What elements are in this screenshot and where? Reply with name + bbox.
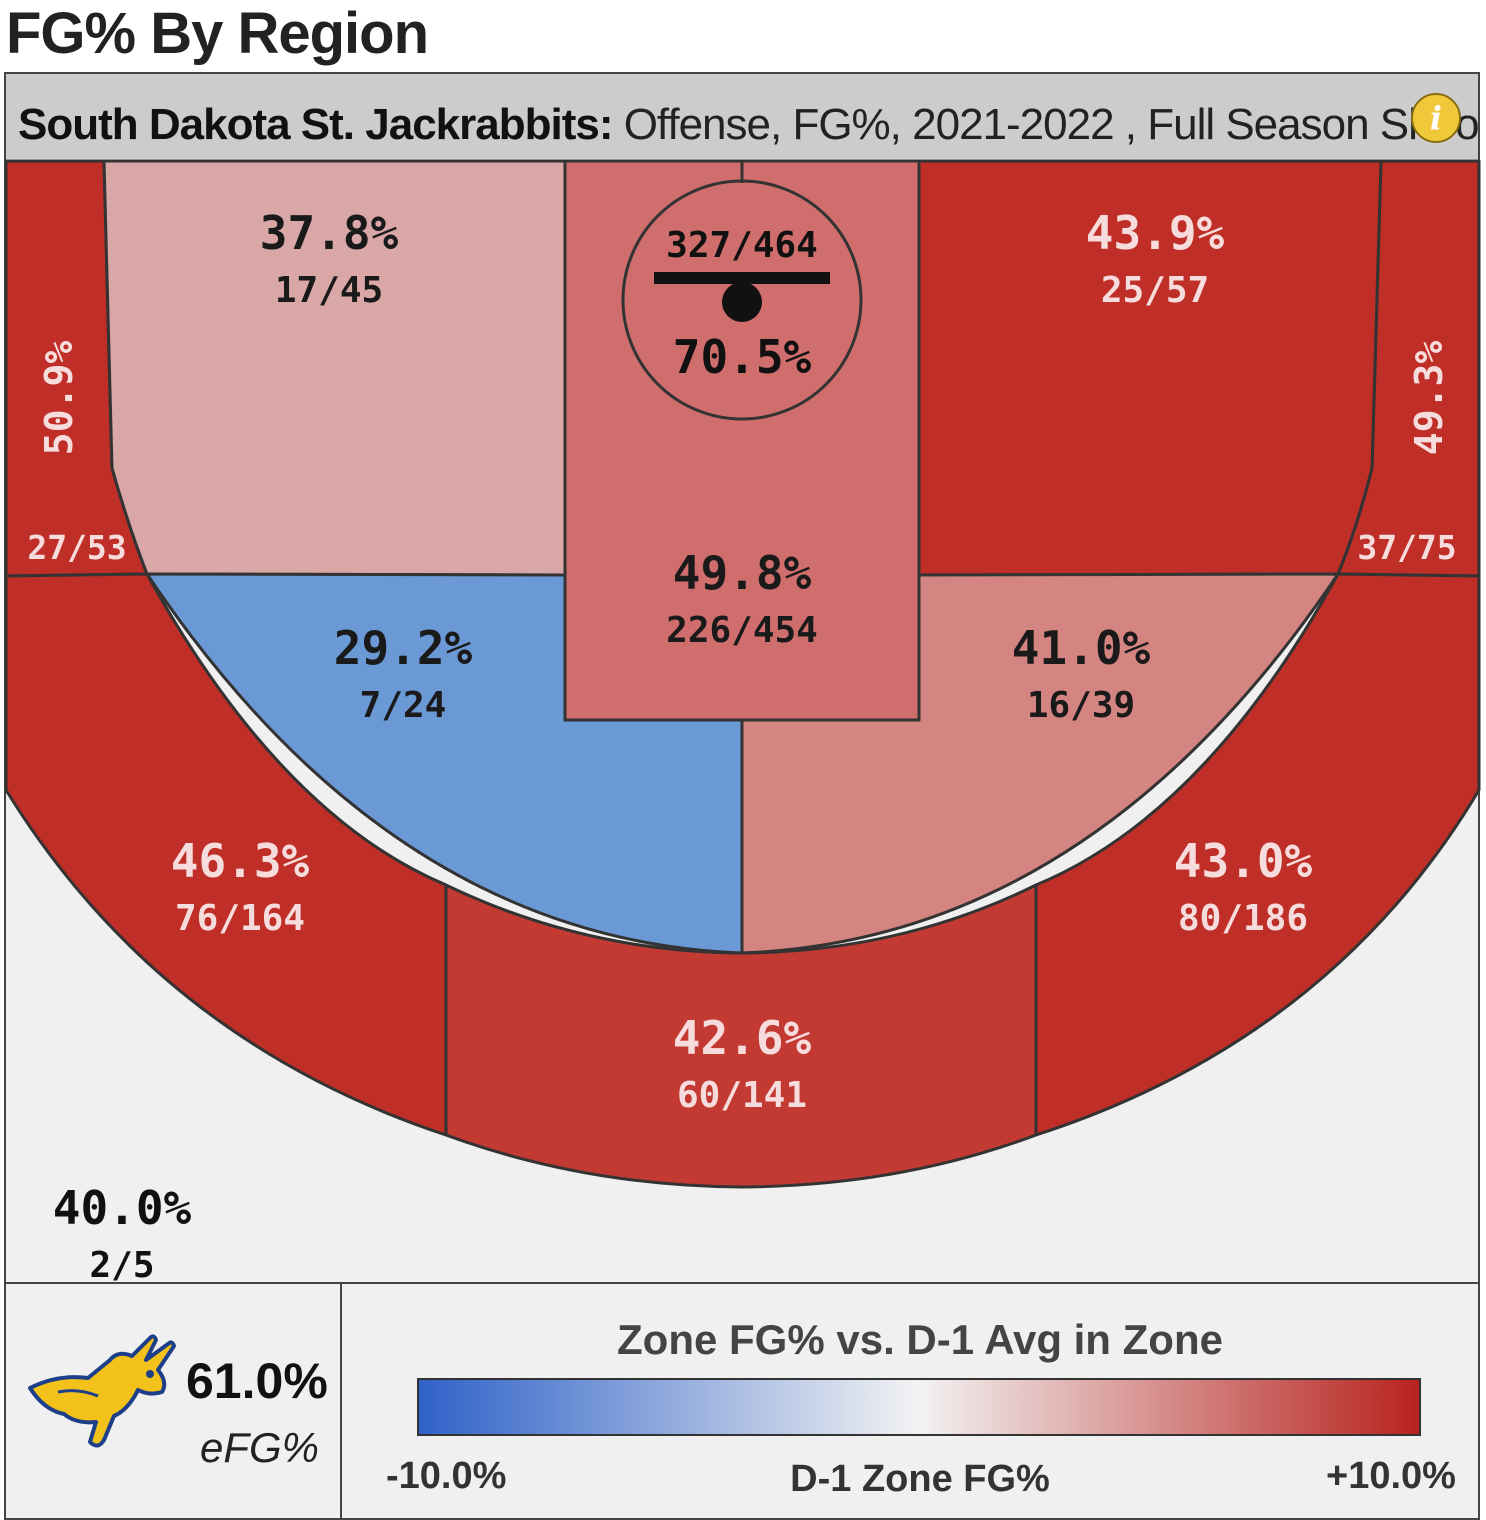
legend-min-label: -10.0%: [386, 1455, 507, 1497]
zone-label-pct: 46.3%: [171, 834, 310, 888]
zone-right-wing-three[interactable]: [1034, 572, 1481, 1137]
zone-label-count: 27/53: [27, 528, 126, 567]
zone-label-pct: 70.5%: [673, 330, 812, 384]
zone-label-pct: 40.0%: [53, 1181, 192, 1235]
zone-label-pct: 41.0%: [1012, 621, 1151, 675]
zone-right-elbow-mid[interactable]: [740, 572, 1340, 955]
legend-color-bar: [417, 1378, 1421, 1436]
efg-value: 61.0%: [186, 1353, 328, 1409]
zone-label-pct: 29.2%: [334, 621, 473, 675]
legend-max-label: +10.0%: [1326, 1455, 1456, 1497]
zone-label-count: 17/45: [275, 270, 383, 311]
zone-label-count: 60/141: [677, 1075, 807, 1116]
zone-label-count: 327/464: [666, 225, 818, 266]
bottom-vertical-divider: [340, 1283, 342, 1520]
zone-label-pct: 43.9%: [1086, 206, 1225, 260]
zone-label-count: 7/24: [360, 685, 447, 726]
zone-label-count: 80/186: [1178, 898, 1308, 939]
page-title: FG% By Region: [6, 1, 429, 66]
zone-label-count: 25/57: [1101, 270, 1209, 311]
zone-label-count: 16/39: [1027, 685, 1135, 726]
zone-label-pct: 37.8%: [260, 206, 399, 260]
backboard-icon: [654, 272, 830, 284]
zone-label-count: 226/454: [666, 610, 818, 651]
zone-label-count: 76/164: [175, 898, 305, 939]
zone-label-pct: 49.3%: [1407, 341, 1451, 456]
legend-mid-label: D-1 Zone FG%: [790, 1458, 1050, 1500]
zone-label-count: 2/5: [89, 1245, 154, 1286]
team-name: South Dakota St. Jackrabbits:: [18, 100, 613, 149]
efg-label: eFG%: [200, 1424, 320, 1471]
filter-summary: Offense, FG%, 2021-2022 , Full Season Sh…: [612, 100, 1478, 149]
bottom-divider: [4, 1282, 1480, 1284]
zone-label-pct: 49.8%: [673, 546, 812, 600]
info-icon[interactable]: i: [1411, 93, 1461, 143]
chart-header: South Dakota St. Jackrabbits: Offense, F…: [6, 74, 1478, 159]
jackrabbit-logo-icon: [28, 1334, 176, 1448]
zone-label-count: 37/75: [1357, 528, 1456, 567]
basket-icon: [722, 282, 762, 322]
zone-label-pct: 42.6%: [673, 1011, 812, 1065]
legend-title: Zone FG% vs. D-1 Avg in Zone: [617, 1316, 1223, 1363]
zone-label-pct: 50.9%: [37, 341, 81, 456]
zone-label-pct: 43.0%: [1174, 834, 1313, 888]
zone-top-key-three[interactable]: [444, 883, 1038, 1189]
